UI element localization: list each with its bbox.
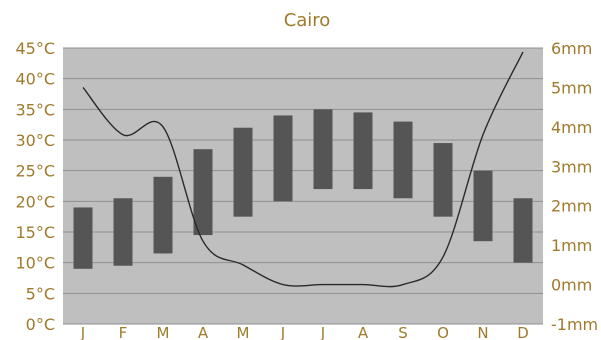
left-axis-tick-label: 20°C	[15, 192, 55, 211]
month-label: S	[398, 324, 408, 340]
temperature-bar	[233, 127, 253, 217]
temperature-bar	[433, 143, 453, 217]
month-label: N	[477, 324, 488, 340]
left-axis-tick-label: 35°C	[15, 100, 55, 119]
month-label: O	[437, 324, 449, 340]
month-label: J	[320, 324, 325, 340]
temperature-bar	[313, 109, 333, 190]
left-axis-tick-label: 5°C	[26, 284, 55, 303]
temperature-bar	[393, 121, 413, 199]
right-axis-tick-label: 2mm	[551, 197, 592, 216]
left-axis-tick-label: 15°C	[15, 223, 55, 242]
month-label: A	[358, 324, 369, 340]
right-axis-tick-label: 4mm	[551, 118, 592, 137]
temperature-bar	[473, 170, 493, 242]
month-label: J	[280, 324, 285, 340]
month-label: D	[517, 324, 529, 340]
left-axis-tick-label: 45°C	[15, 39, 55, 58]
right-axis-tick-label: 3mm	[551, 157, 592, 176]
right-axis-tick-label: 5mm	[551, 78, 592, 97]
left-axis-tick-label: 30°C	[15, 131, 55, 150]
precipitation-line	[82, 51, 524, 288]
month-label: M	[157, 324, 170, 340]
left-axis-tick-label: 0°C	[26, 315, 55, 334]
right-axis-tick-label: 6mm	[551, 39, 592, 58]
left-axis-tick-label: 40°C	[15, 70, 55, 89]
temperature-bar	[193, 149, 213, 236]
month-label: A	[198, 324, 209, 340]
plot-background	[63, 48, 543, 324]
month-label: M	[237, 324, 250, 340]
month-label: J	[80, 324, 85, 340]
left-axis-tick-label: 10°C	[15, 254, 55, 273]
month-label: F	[119, 324, 128, 340]
temperature-bar	[153, 176, 173, 254]
left-axis-tick-label: 25°C	[15, 162, 55, 181]
right-axis-tick-label: 1mm	[551, 236, 592, 255]
temperature-bar	[513, 198, 533, 263]
chart-title: Cairo	[284, 10, 331, 31]
temperature-bar	[73, 207, 93, 269]
plot-area: 0°C 5°C 10°C 15°C 20°C 25°C 30°C 35°C 40°C 45°C -1…	[15, 39, 598, 340]
temperature-bar	[113, 198, 133, 266]
right-axis-tick-label: 0mm	[551, 276, 592, 295]
temperature-bar	[273, 115, 293, 202]
right-axis-tick-label: -1mm	[551, 315, 598, 334]
temperature-bar	[353, 112, 373, 190]
